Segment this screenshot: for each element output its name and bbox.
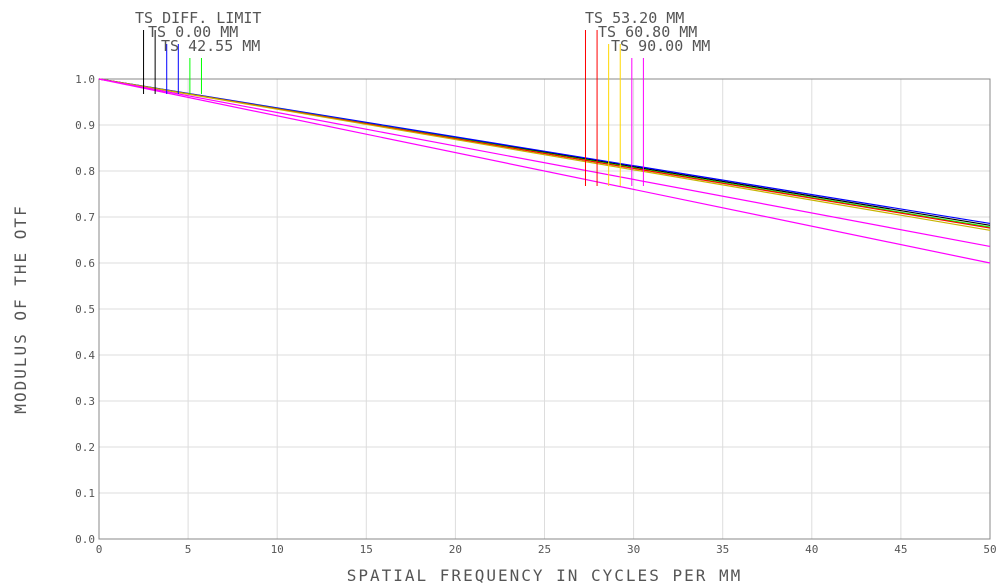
y-tick-label: 0.6 [75,257,95,270]
x-tick-label: 45 [894,543,907,556]
mtf-series-line [98,78,991,248]
mtf-series-line [98,78,991,231]
x-tick-label: 30 [627,543,640,556]
y-tick-label: 0.8 [75,165,95,178]
y-axis-title: MODULUS OF THE OTF [11,204,30,413]
x-tick-label: 25 [538,543,551,556]
tick-labels: 0 5 10 15 20 25 30 35 40 45 50 0.0 0.1 0.2 0.3 0.4 0.5 0.… [75,73,997,556]
y-tick-label: 0.3 [75,395,95,408]
x-tick-label: 35 [716,543,729,556]
x-tick-label: 20 [449,543,462,556]
plot-frame [98,78,991,540]
legend-label: TS 60.80 MM [598,23,697,41]
x-tick-label: 10 [271,543,284,556]
y-tick-label: 0.9 [75,119,95,132]
x-tick-label: 50 [983,543,996,556]
y-tick-label: 0.2 [75,441,95,454]
legend-label: TS 53.20 MM [585,9,684,27]
legend-label: TS 90.00 MM [611,37,710,55]
y-tick-label: 0.0 [75,533,95,546]
x-tick-label: 0 [96,543,103,556]
mtf-series-line [98,78,991,264]
mtf-series-line [98,78,991,225]
legend-label: TS DIFF. LIMIT [135,9,261,27]
x-tick-label: 40 [805,543,818,556]
x-axis-title: SPATIAL FREQUENCY IN CYCLES PER MM [347,566,743,584]
y-tick-label: 0.4 [75,349,95,362]
y-tick-label: 0.1 [75,487,95,500]
y-tick-label: 0.5 [75,303,95,316]
legend-label: TS 0.00 MM [148,23,238,41]
x-tick-label: 15 [360,543,373,556]
y-tick-label: 0.7 [75,211,95,224]
grid [99,79,990,539]
x-tick-label: 5 [185,543,192,556]
y-tick-label: 1.0 [75,73,95,86]
legend-label: TS 42.55 MM [161,37,260,55]
series-group [98,78,991,264]
